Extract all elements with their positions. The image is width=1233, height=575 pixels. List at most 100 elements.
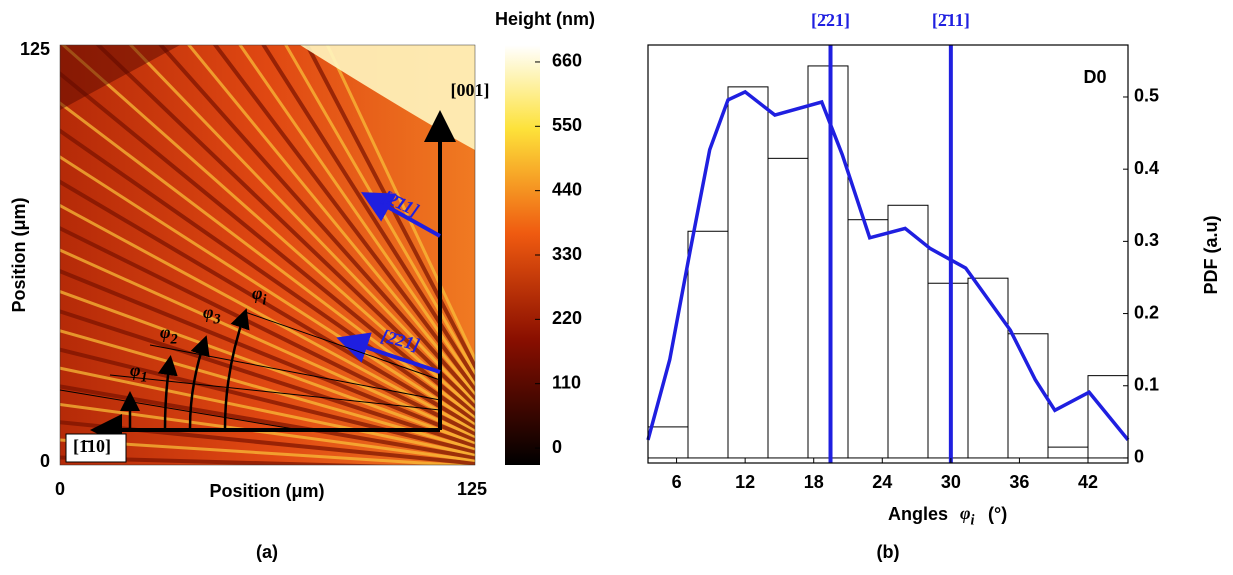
image-stripe [284, 45, 475, 376]
colorbar-tick-label: 110 [552, 372, 581, 392]
histogram-bar [887, 204, 929, 459]
x-tick-label: 0 [55, 479, 65, 499]
angle-label: φ1 [130, 360, 148, 386]
histogram-bar [727, 86, 769, 459]
histogram-bar [767, 157, 809, 459]
histogram-bar [967, 277, 1009, 459]
angle-label: φi [252, 283, 267, 309]
plot-frame [647, 44, 1129, 464]
histogram-bar [807, 65, 849, 459]
angle-arc [223, 308, 250, 429]
image-stripe [261, 45, 475, 383]
angle-label: φ3 [203, 302, 221, 328]
image-stripe [60, 248, 475, 439]
angle-label-symbol: φ [203, 302, 214, 322]
histogram-bar [1047, 446, 1089, 459]
angle-arc [188, 335, 210, 429]
image-stripe [60, 366, 475, 457]
panel-a [60, 45, 540, 465]
histogram-bar [1007, 333, 1049, 459]
image-stripe [60, 128, 475, 423]
x-axis-symbol-subscript: i [971, 513, 975, 529]
histogram-bar [927, 282, 969, 459]
colorbar-tick-label: 220 [552, 308, 582, 328]
angle-ray [244, 311, 441, 381]
caption: (a) [256, 542, 278, 562]
reference-label: [2̄11] [932, 10, 970, 30]
panel-annotation: D0 [1083, 67, 1106, 87]
image-stripe [212, 45, 475, 393]
y-tick-label: 0.4 [1134, 158, 1159, 178]
reference-label: [2̄21] [811, 10, 850, 30]
y-tick-label: 0.3 [1134, 230, 1159, 250]
x-tick-label: 6 [672, 472, 682, 492]
image-stripe [187, 45, 475, 396]
angle-label-symbol: φ [252, 283, 263, 303]
angle-label: φ2 [160, 322, 178, 348]
x-tick-label: 125 [457, 479, 487, 499]
angle-label-symbol: φ [160, 322, 171, 342]
histogram-bar [847, 219, 889, 459]
angle-label-subscript: 2 [170, 332, 178, 348]
angle-ray [59, 389, 301, 431]
y-axis-label: Position (μm) [9, 197, 29, 312]
image-edge [59, 44, 476, 466]
image-stripe [60, 269, 475, 442]
x-tick-label: 30 [941, 472, 961, 492]
arrow-221 [336, 332, 441, 374]
y-tick-label: 0 [40, 451, 50, 471]
colorbar-tick-label: 440 [552, 179, 582, 199]
angle-ray [109, 374, 441, 411]
x-tick-label: 12 [735, 472, 755, 492]
colorbar [505, 45, 540, 465]
x-axis-unit: (°) [988, 504, 1007, 524]
arrow-211 [361, 192, 441, 238]
label-box [65, 433, 127, 463]
x-tick-label: 24 [872, 472, 892, 492]
image-stripe [60, 438, 475, 465]
angle-label-subscript: 1 [141, 370, 148, 386]
image-stripe [325, 45, 475, 363]
histogram-bar [647, 426, 689, 459]
y-tick-label: 0 [1134, 447, 1144, 467]
image-stripe [60, 455, 394, 465]
colorbar-title: Height (nm) [495, 9, 595, 29]
image-stripe [60, 179, 475, 430]
x-tick-label: 18 [804, 472, 824, 492]
image-stripe [60, 226, 475, 436]
image-stripe [60, 101, 475, 419]
image-stripe [60, 290, 475, 445]
y-tick-label: 0.5 [1134, 86, 1159, 106]
x-tick-label: 36 [1009, 472, 1029, 492]
angle-arc [157, 355, 178, 429]
x-axis-label: Angles [888, 504, 948, 524]
angle-label-subscript: 3 [213, 312, 221, 328]
image-stripe [60, 155, 475, 426]
image-stripe [128, 45, 475, 405]
caption: (b) [877, 542, 900, 562]
image-stripe [60, 203, 475, 433]
image-shadow [60, 45, 180, 110]
y-tick-label: 0.2 [1134, 302, 1159, 322]
y-tick-label: 0.1 [1134, 375, 1159, 395]
angle-label-subscript: i [263, 293, 267, 309]
direction-label: [001] [451, 80, 490, 100]
y-tick-label: 125 [20, 39, 50, 59]
colorbar-tick-label: 550 [552, 115, 582, 135]
image-stripe [304, 45, 475, 371]
kde-curve [646, 89, 1130, 442]
x-axis-symbol-symbol: φ [960, 503, 971, 523]
image-stripe [60, 384, 475, 460]
afm-image [60, 45, 475, 465]
y-axis-label: PDF (a.u) [1201, 215, 1221, 294]
image-stripe [60, 309, 475, 449]
colorbar-tick-label: 330 [552, 244, 582, 264]
histogram-bar [687, 230, 729, 459]
x-tick-label: 42 [1078, 472, 1098, 492]
x-axis-label: Position (μm) [209, 481, 324, 501]
colorbar-tick-label: 660 [552, 51, 582, 71]
angle-label-symbol: φ [130, 360, 141, 380]
image-stripe [60, 402, 475, 463]
x-axis-symbol: φi [960, 503, 975, 529]
